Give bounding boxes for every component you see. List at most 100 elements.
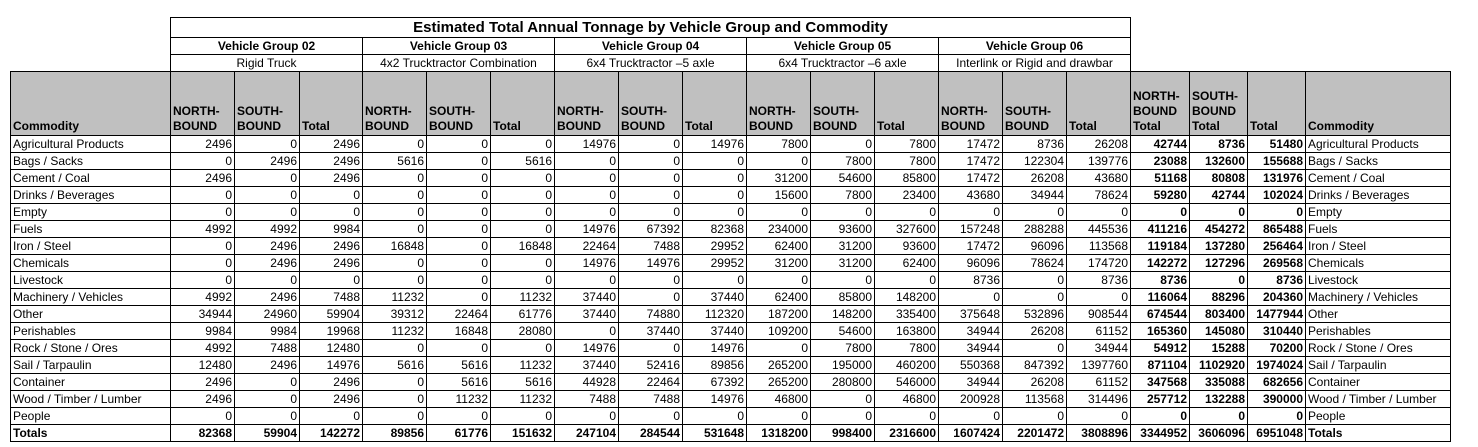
value-cell: 0 xyxy=(490,135,555,153)
commodity-cell-right: Machinery / Vehicles xyxy=(1305,288,1451,306)
value-cell: 11232 xyxy=(426,390,491,408)
table-row: Agricultural Products 2496 0 2496 0 0 0 14976 0 1… xyxy=(10,135,1451,153)
value-cell: 195000 xyxy=(810,356,875,374)
value-cell: 0 xyxy=(170,152,235,170)
commodity-cell-right: Iron / Steel xyxy=(1305,237,1451,255)
value-cell: 908544 xyxy=(1066,305,1131,323)
value-cell: 37440 xyxy=(618,322,683,340)
table-row: Cement / Coal 2496 0 2496 0 0 0 0 0 0 31200 54600 85… xyxy=(10,169,1451,187)
value-cell: 0 xyxy=(746,203,811,221)
table-row: Chemicals 0 2496 2496 0 0 0 14976 14976 29952 3120… xyxy=(10,254,1451,272)
value-cell: 11232 xyxy=(490,390,555,408)
summary-value-cell: 51168 xyxy=(1130,169,1190,187)
value-cell: 2316600 xyxy=(874,424,939,442)
value-cell: 54600 xyxy=(810,322,875,340)
value-cell: 24960 xyxy=(234,305,300,323)
value-cell: 22464 xyxy=(426,305,491,323)
summary-value-cell: 0 xyxy=(1189,407,1248,425)
summary-value-cell: 8736 xyxy=(1189,135,1248,153)
value-cell: 37440 xyxy=(682,288,747,306)
value-cell: 0 xyxy=(746,271,811,289)
value-cell: 0 xyxy=(426,407,491,425)
value-cell: 0 xyxy=(234,135,300,153)
value-cell: 0 xyxy=(426,237,491,255)
column-header-northbound: NORTH-BOUND xyxy=(938,71,1003,136)
summary-value-cell: 59280 xyxy=(1130,186,1190,204)
column-header-total: Total xyxy=(299,71,363,136)
value-cell: 113568 xyxy=(1066,237,1131,255)
value-cell: 93600 xyxy=(874,237,939,255)
value-cell: 0 xyxy=(426,203,491,221)
column-header-commodity: Commodity xyxy=(10,71,171,136)
commodity-cell: Bags / Sacks xyxy=(10,152,171,170)
value-cell: 7800 xyxy=(746,135,811,153)
value-cell: 0 xyxy=(1066,407,1131,425)
table-body: Agricultural Products 2496 0 2496 0 0 0 14976 0 1… xyxy=(10,135,1451,442)
group-description: Interlink or Rigid and drawbar xyxy=(938,54,1131,72)
value-cell: 148200 xyxy=(810,305,875,323)
value-cell: 62400 xyxy=(746,237,811,255)
column-header-southbound: SOUTH-BOUND xyxy=(426,71,491,136)
column-header-total: Total xyxy=(1066,71,1131,136)
commodity-cell-right: Bags / Sacks xyxy=(1305,152,1451,170)
summary-value-cell: 1102920 xyxy=(1189,356,1248,374)
summary-value-cell: 0 xyxy=(1247,203,1306,221)
value-cell: 29952 xyxy=(682,237,747,255)
value-cell: 85800 xyxy=(874,169,939,187)
value-cell: 0 xyxy=(618,407,683,425)
value-cell: 15600 xyxy=(746,186,811,204)
column-header-total: Total xyxy=(682,71,747,136)
value-cell: 532896 xyxy=(1002,305,1067,323)
summary-value-cell: 803400 xyxy=(1189,305,1248,323)
value-cell: 43680 xyxy=(938,186,1003,204)
value-cell: 26208 xyxy=(1002,322,1067,340)
group-name-row: Vehicle Group 02 Vehicle Group 03 Vehicl… xyxy=(11,37,1451,55)
value-cell: 14976 xyxy=(554,135,619,153)
value-cell: 23400 xyxy=(874,186,939,204)
table-row: Perishables 9984 9984 19968 11232 16848 28080 0… xyxy=(10,322,1451,340)
summary-value-cell: 257712 xyxy=(1130,390,1190,408)
column-header-northbound: NORTH-BOUND xyxy=(170,71,235,136)
value-cell: 7488 xyxy=(554,390,619,408)
value-cell: 0 xyxy=(362,390,427,408)
column-header-southbound: SOUTH-BOUND xyxy=(810,71,875,136)
summary-value-cell: 1974024 xyxy=(1247,356,1306,374)
commodity-cell: Drinks / Beverages xyxy=(10,186,171,204)
value-cell: 0 xyxy=(810,203,875,221)
column-header-total: Total xyxy=(490,71,555,136)
value-cell: 5616 xyxy=(362,356,427,374)
commodity-cell: Sail / Tarpaulin xyxy=(10,356,171,374)
summary-value-cell: 0 xyxy=(1189,271,1248,289)
value-cell: 0 xyxy=(1002,288,1067,306)
value-cell: 37440 xyxy=(682,322,747,340)
commodity-cell-right: Sail / Tarpaulin xyxy=(1305,356,1451,374)
summary-value-cell: 0 xyxy=(1189,203,1248,221)
column-header-row: Commodity NORTH-BOUND SOUTH-BOUND Total … xyxy=(10,71,1451,136)
value-cell: 0 xyxy=(426,288,491,306)
commodity-cell-right: Chemicals xyxy=(1305,254,1451,272)
value-cell: 0 xyxy=(1002,203,1067,221)
table-row: Bags / Sacks 0 2496 2496 5616 0 5616 0 0 0 0 7800 78… xyxy=(10,152,1451,170)
value-cell: 1397760 xyxy=(1066,356,1131,374)
value-cell: 327600 xyxy=(874,220,939,238)
value-cell: 0 xyxy=(746,339,811,357)
value-cell: 78624 xyxy=(1002,254,1067,272)
value-cell: 0 xyxy=(1066,203,1131,221)
commodity-cell-right: Agricultural Products xyxy=(1305,135,1451,153)
value-cell: 14976 xyxy=(682,339,747,357)
table-row: Sail / Tarpaulin 12480 2496 14976 5616 5616 11… xyxy=(10,356,1451,374)
value-cell: 34944 xyxy=(938,373,1003,391)
group-description-row: Rigid Truck 4x2 Trucktractor Combination… xyxy=(11,54,1451,72)
group-name: Vehicle Group 02 xyxy=(170,37,363,55)
table-row: Iron / Steel 0 2496 2496 16848 0 16848 22464 748… xyxy=(10,237,1451,255)
value-cell: 139776 xyxy=(1066,152,1131,170)
value-cell: 0 xyxy=(234,373,300,391)
value-cell: 46800 xyxy=(874,390,939,408)
commodity-cell: Rock / Stone / Ores xyxy=(10,339,171,357)
commodity-cell-right: Drinks / Beverages xyxy=(1305,186,1451,204)
value-cell: 847392 xyxy=(1002,356,1067,374)
commodity-cell-right: Wood / Timber / Lumber xyxy=(1305,390,1451,408)
summary-value-cell: 15288 xyxy=(1189,339,1248,357)
value-cell: 0 xyxy=(746,152,811,170)
value-cell: 0 xyxy=(682,169,747,187)
